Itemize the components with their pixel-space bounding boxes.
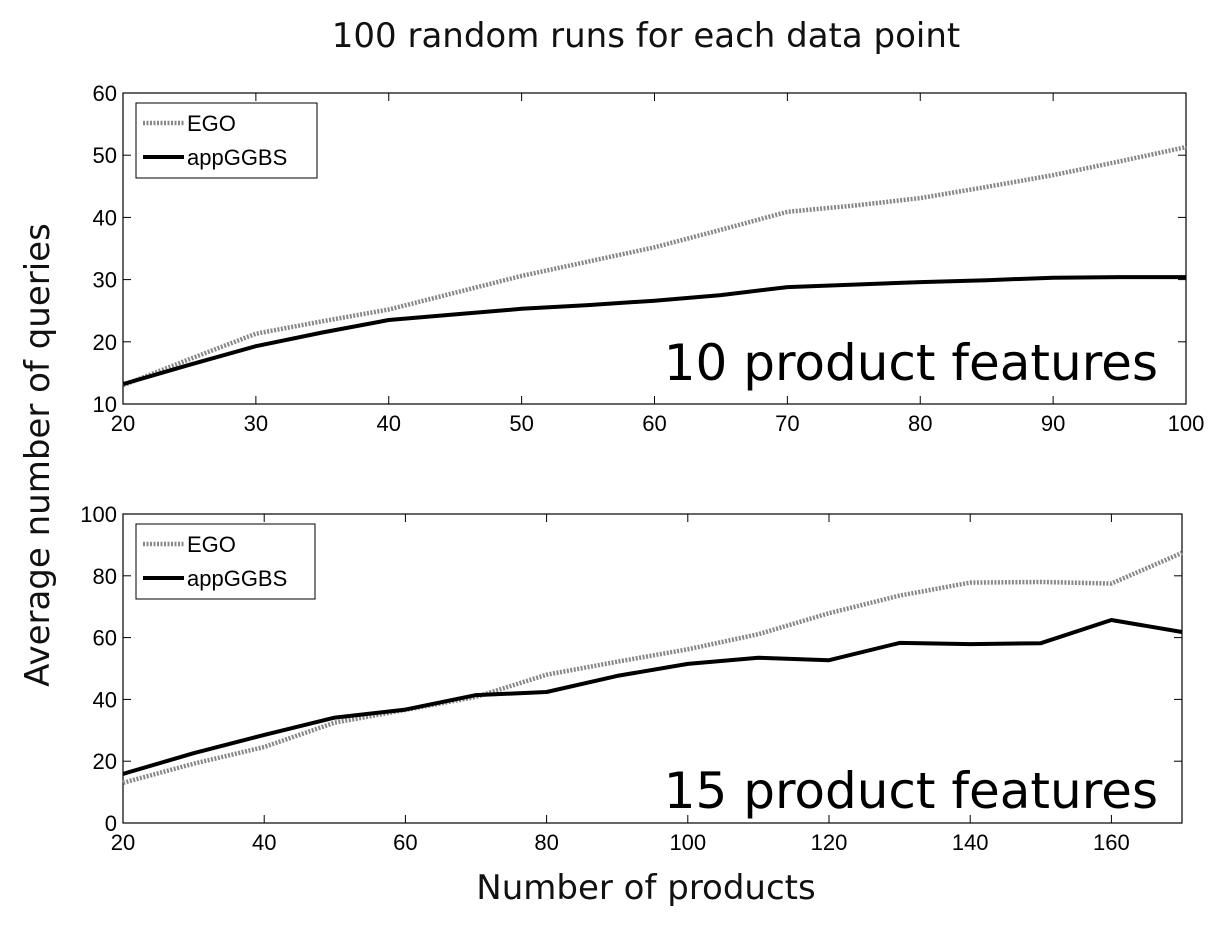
panel-1-y-tick-label: 60 — [93, 81, 117, 106]
panel-2-x-tick-label: 140 — [952, 830, 989, 855]
panel-2-x-tick-label: 40 — [252, 830, 276, 855]
panel-1-x-tick-label: 20 — [111, 411, 135, 436]
panel-2-axes-box — [122, 513, 1183, 824]
panel-2-series-ego-line — [122, 550, 1183, 785]
panel-2-annotation: 15 product features — [664, 762, 1158, 820]
panel-1-x-tick-label: 90 — [1041, 411, 1065, 436]
panel-2-x-tick-label: 80 — [534, 830, 558, 855]
panel-1-annotation: 10 product features — [664, 334, 1158, 392]
panel-2-x-tick-label: 100 — [669, 830, 706, 855]
panel-2-y-tick-label: 20 — [93, 749, 117, 774]
shared-x-axis-label: Number of products — [476, 868, 816, 908]
panel-2-y-tick-label: 40 — [93, 687, 117, 712]
panel-2-legend: EGO appGGBS — [135, 523, 316, 600]
panel-2-x-tick-label: 20 — [111, 830, 135, 855]
panel-1-x-tick-label: 100 — [1168, 411, 1205, 436]
panel-2-x-tick-label: 120 — [811, 830, 848, 855]
panel-1-x-tick-label: 70 — [775, 411, 799, 436]
panel-1-y-tick-label: 50 — [93, 143, 117, 168]
panel-2-legend-box — [135, 523, 316, 600]
panel-1-y-tick-label: 30 — [93, 268, 117, 293]
panel-1-x-tick-label: 60 — [642, 411, 666, 436]
panel-2-y-tick-label: 60 — [93, 626, 117, 651]
panel-1-series-ego-line — [122, 144, 1187, 388]
panel-1-y-tick-label: 40 — [93, 205, 117, 230]
panel-1-y-tick-label: 20 — [93, 330, 117, 355]
panel-1-legend-box — [135, 102, 318, 179]
panel-2-x-tick-label: 160 — [1093, 830, 1130, 855]
panel-2-series-appggbs-line — [122, 618, 1183, 776]
panel-1-legend-label-ego: EGO — [187, 111, 236, 136]
panel-1-y-tick-label: 10 — [93, 392, 117, 417]
panel-1-legend: EGO appGGBS — [135, 102, 318, 179]
panel-2-y-tick-label: 0 — [105, 811, 117, 836]
figure-title: 100 random runs for each data point — [331, 16, 961, 56]
panel-2-x-tick-label: 60 — [393, 830, 417, 855]
panel-1-x-tick-label: 80 — [908, 411, 932, 436]
panel-2-y-tick-label: 100 — [80, 502, 117, 527]
panel-2-y-tick-label: 80 — [93, 564, 117, 589]
panel-2-legend-label-ego: EGO — [187, 532, 236, 557]
panel-1-x-tick-label: 50 — [509, 411, 533, 436]
panel-1-series-appggbs-line — [122, 275, 1186, 387]
panel-1-x-tick-label: 40 — [377, 411, 401, 436]
panel-1-legend-label-appggbs: appGGBS — [187, 145, 287, 170]
panel-2-legend-label-appggbs: appGGBS — [187, 566, 287, 591]
panel-1-x-tick-label: 30 — [244, 411, 268, 436]
